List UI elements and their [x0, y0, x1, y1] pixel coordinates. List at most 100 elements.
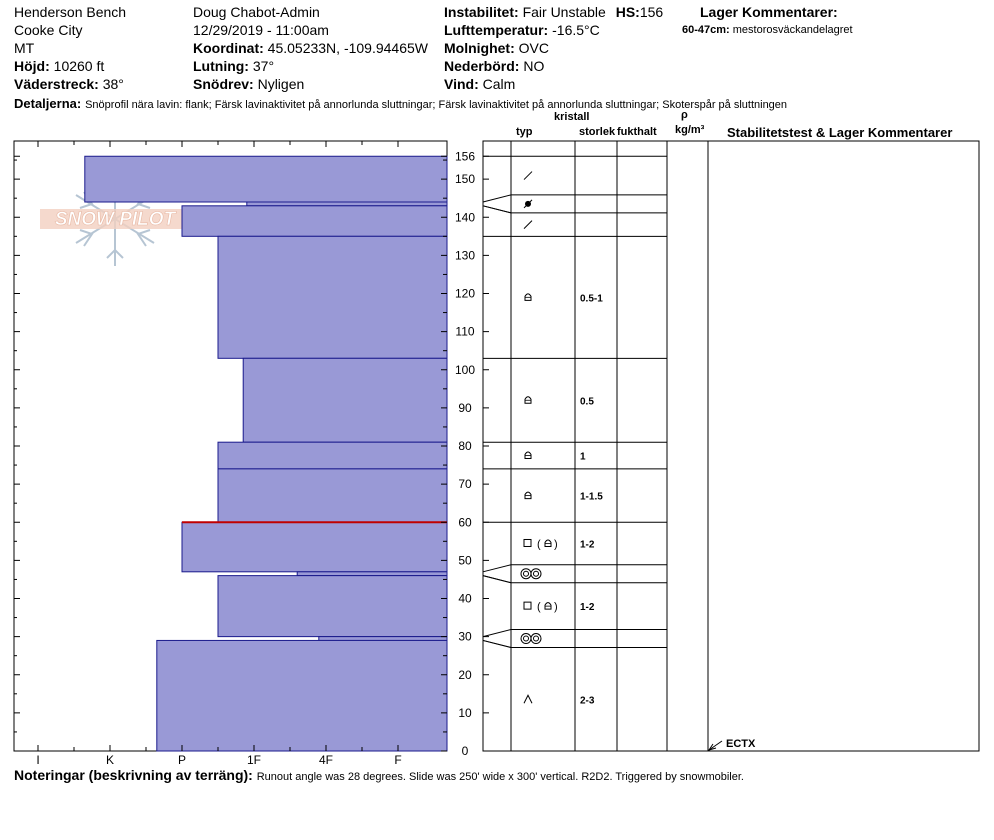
grain-depth-hoar-icon: [544, 602, 552, 610]
col-moisture: fukthalt: [617, 126, 657, 138]
elevation-value: 10260 ft: [53, 58, 105, 74]
col-crystal: kristall: [554, 111, 590, 123]
wind-value: Calm: [482, 76, 516, 92]
hardness-layer-bar: [246, 201, 448, 207]
notes: Noteringar (beskrivning av terräng): Run…: [14, 767, 744, 785]
y-tick-label: 50: [458, 553, 472, 567]
hs-value: 156: [639, 4, 664, 20]
layer-connector: [482, 194, 512, 203]
test-arrowhead-icon: [707, 743, 717, 751]
y-tick-label: 110: [455, 325, 474, 339]
logo-text: SNOW PILOT: [55, 209, 177, 230]
airtemp-value: -16.5°C: [552, 22, 600, 38]
col-density: kg/m³: [675, 124, 705, 136]
grain-melt-form-icon: [520, 568, 532, 580]
aspect-label: Väderstreck:: [14, 76, 99, 92]
grain-melt-form-icon: [530, 568, 542, 580]
layer-size: 0.5-1: [580, 293, 603, 304]
elevation: Höjd: 10260 ft: [14, 58, 104, 74]
grain-depth-hoar-icon: [524, 396, 532, 404]
col-stability: Stabilitetstest & Lager Kommentarer: [727, 125, 953, 140]
layer-size: 2-3: [580, 695, 595, 706]
coord-value: 45.05233N, -109.94465W: [267, 40, 428, 56]
airtemp-label: Lufttemperatur:: [444, 22, 549, 38]
sky-label: Molnighet:: [444, 40, 515, 56]
hs-label: HS:: [615, 4, 640, 20]
hardness-layer-bar: [217, 441, 448, 470]
location-state: MT: [14, 40, 35, 56]
hardness-layer-bar: [84, 155, 448, 203]
col-size: storlek: [579, 126, 616, 138]
y-tick-label: 100: [455, 363, 475, 377]
x-tick-label: 4F: [319, 753, 333, 767]
instability-value: Fair Unstable: [522, 4, 606, 20]
y-tick-label: 40: [458, 592, 472, 606]
grain-faceted-icon: [523, 538, 532, 547]
hardness-layer-bar: [181, 205, 448, 237]
grain-paren-open: (: [537, 601, 541, 613]
hardness-layer-bar: [181, 521, 448, 573]
grain-faceted-icon: [523, 601, 532, 610]
grain-new-snow-icon: [523, 171, 533, 180]
observer: Doug Chabot-Admin: [193, 4, 320, 20]
precip-value: NO: [523, 58, 545, 74]
layer-connector: [482, 629, 512, 638]
grain-melt-form-inner-icon: [523, 570, 529, 577]
grain-depth-hoar-icon: [524, 451, 532, 460]
slope-value: 37°: [252, 58, 275, 74]
grain-depth-hoar-icon: [544, 539, 552, 547]
location-city: Cooke City: [14, 22, 83, 38]
x-tick-label: P: [178, 753, 186, 767]
wind-label: Vind:: [444, 76, 479, 92]
drift-label: Snödrev:: [193, 76, 254, 92]
y-tick-label: 130: [455, 248, 475, 262]
sky: Molnighet: OVC: [444, 40, 549, 56]
instability: Instabilitet: Fair Unstable HS:156: [444, 4, 663, 20]
layer-comments-title: Lager Kommentarer:: [700, 4, 838, 20]
datetime: 12/29/2019 - 11:00am: [193, 22, 329, 38]
y-tick-label: 0: [462, 744, 469, 758]
hardness-layer-bar: [217, 575, 448, 638]
x-tick-label: 1F: [247, 753, 261, 767]
sky-value: OVC: [518, 40, 549, 56]
y-tick-label: 140: [455, 210, 475, 224]
y-tick-label: 30: [458, 630, 472, 644]
y-tick-label: 20: [458, 668, 472, 682]
hardness-layer-bar: [156, 639, 448, 752]
y-tick-label: 70: [458, 477, 472, 491]
coordinates: Koordinat: 45.05233N, -109.94465W: [193, 40, 428, 56]
logo-banner: [40, 209, 190, 229]
precip-label: Nederbörd:: [444, 58, 520, 74]
instability-label: Instabilitet:: [444, 4, 519, 20]
x-tick-label: K: [106, 753, 114, 767]
grain-melt-form-inner-icon: [533, 570, 539, 577]
details-text: Snöprofil nära lavin: flank; Färsk lavin…: [85, 99, 788, 111]
layer-size: 0.5: [580, 396, 594, 407]
aspect: Väderstreck: 38°: [14, 76, 124, 92]
notes-label: Noteringar (beskrivning av terräng):: [14, 767, 253, 783]
y-tick-label: 80: [458, 439, 472, 453]
drift-value: Nyligen: [257, 76, 305, 92]
aspect-value: 38°: [102, 76, 124, 92]
precip: Nederbörd: NO: [444, 58, 544, 74]
layer-connector: [482, 205, 512, 214]
layer-connector: [482, 575, 512, 584]
location-name: Henderson Bench: [14, 4, 127, 20]
notes-text: Runout angle was 28 degrees. Slide was 2…: [256, 771, 744, 783]
y-tick-label: 60: [458, 515, 472, 529]
y-tick-label: 150: [455, 172, 475, 186]
layer-comment: 60-47cm: mestorosväckandelagret: [682, 24, 853, 37]
y-tick-label: 120: [455, 287, 475, 301]
air-temp: Lufttemperatur: -16.5°C: [444, 22, 600, 38]
layer-comment-range: 60-47cm:: [682, 24, 730, 36]
layer-size: 1-2: [580, 602, 595, 613]
coord-label: Koordinat:: [193, 40, 264, 56]
slope-label: Lutning:: [193, 58, 249, 74]
y-tick-label: 10: [458, 706, 472, 720]
grain-paren-close: ): [554, 538, 558, 550]
layer-connector: [482, 564, 512, 573]
details: Detaljerna: Snöprofil nära lavin: flank;…: [14, 95, 787, 113]
layer-table-frame: [482, 140, 980, 752]
grain-paren-close: ): [554, 601, 558, 613]
grain-melt-form-icon: [520, 633, 532, 645]
